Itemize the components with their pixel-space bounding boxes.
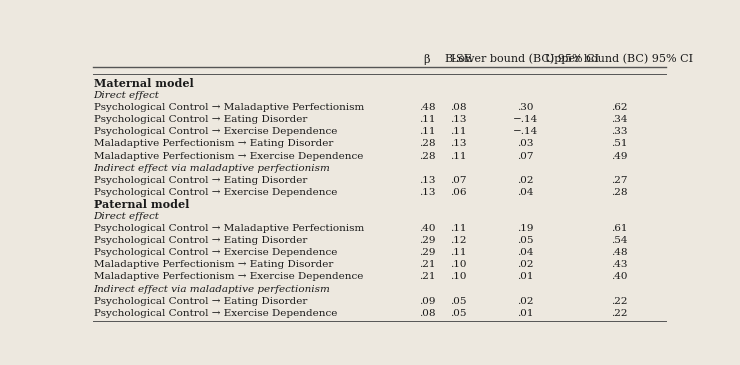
Text: .11: .11 [450, 224, 467, 233]
Text: .08: .08 [450, 103, 467, 112]
Text: .12: .12 [450, 236, 467, 245]
Text: Maladaptive Perfectionism → Exercise Dependence: Maladaptive Perfectionism → Exercise Dep… [94, 151, 363, 161]
Text: .54: .54 [610, 236, 628, 245]
Text: .11: .11 [450, 151, 467, 161]
Text: .28: .28 [610, 188, 628, 197]
Text: .02: .02 [517, 260, 534, 269]
Text: Psychological Control → Exercise Dependence: Psychological Control → Exercise Depende… [94, 248, 337, 257]
Text: Maladaptive Perfectionism → Eating Disorder: Maladaptive Perfectionism → Eating Disor… [94, 260, 333, 269]
Text: .07: .07 [517, 151, 534, 161]
Text: .51: .51 [610, 139, 628, 149]
Text: Maternal model: Maternal model [94, 78, 193, 89]
Text: .28: .28 [419, 151, 435, 161]
Text: Paternal model: Paternal model [94, 199, 189, 210]
Text: Psychological Control → Exercise Dependence: Psychological Control → Exercise Depende… [94, 188, 337, 197]
Text: .21: .21 [419, 260, 435, 269]
Text: .29: .29 [419, 236, 435, 245]
Text: .19: .19 [517, 224, 534, 233]
Text: Direct effect: Direct effect [94, 212, 160, 221]
Text: Psychological Control → Eating Disorder: Psychological Control → Eating Disorder [94, 236, 307, 245]
Text: Lower bound (BC) 95% CI: Lower bound (BC) 95% CI [451, 54, 599, 64]
Text: .28: .28 [419, 139, 435, 149]
Text: .09: .09 [419, 297, 435, 306]
Text: .10: .10 [450, 272, 467, 281]
Text: .05: .05 [517, 236, 534, 245]
Text: Psychological Control → Exercise Dependence: Psychological Control → Exercise Depende… [94, 309, 337, 318]
Text: .13: .13 [419, 176, 435, 185]
Text: −.14: −.14 [513, 115, 538, 124]
Text: .43: .43 [610, 260, 628, 269]
Text: .30: .30 [517, 103, 534, 112]
Text: .01: .01 [517, 309, 534, 318]
Text: .22: .22 [610, 309, 628, 318]
Text: Psychological Control → Maladaptive Perfectionism: Psychological Control → Maladaptive Perf… [94, 103, 364, 112]
Text: .02: .02 [517, 176, 534, 185]
Text: Psychological Control → Eating Disorder: Psychological Control → Eating Disorder [94, 115, 307, 124]
Text: .33: .33 [610, 127, 628, 137]
Text: Indirect effect via maladaptive perfectionism: Indirect effect via maladaptive perfecti… [94, 164, 331, 173]
Text: .01: .01 [517, 272, 534, 281]
Text: Upper bound (BC) 95% CI: Upper bound (BC) 95% CI [545, 54, 693, 64]
Text: .21: .21 [419, 272, 435, 281]
Text: .02: .02 [517, 297, 534, 306]
Text: −.14: −.14 [513, 127, 538, 137]
Text: .04: .04 [517, 248, 534, 257]
Text: Psychological Control → Maladaptive Perfectionism: Psychological Control → Maladaptive Perf… [94, 224, 364, 233]
Text: .48: .48 [610, 248, 628, 257]
Text: .40: .40 [610, 272, 628, 281]
Text: Psychological Control → Eating Disorder: Psychological Control → Eating Disorder [94, 176, 307, 185]
Text: .27: .27 [610, 176, 628, 185]
Text: .34: .34 [610, 115, 628, 124]
Text: .11: .11 [419, 115, 435, 124]
Text: .48: .48 [419, 103, 435, 112]
Text: .49: .49 [610, 151, 628, 161]
Text: .22: .22 [610, 297, 628, 306]
Text: .08: .08 [419, 309, 435, 318]
Text: .29: .29 [419, 248, 435, 257]
Text: β: β [423, 54, 430, 65]
Text: .40: .40 [419, 224, 435, 233]
Text: Psychological Control → Eating Disorder: Psychological Control → Eating Disorder [94, 297, 307, 306]
Text: .07: .07 [450, 176, 467, 185]
Text: Psychological Control → Exercise Dependence: Psychological Control → Exercise Depende… [94, 127, 337, 137]
Text: .13: .13 [419, 188, 435, 197]
Text: B-SE: B-SE [445, 54, 472, 64]
Text: .13: .13 [450, 139, 467, 149]
Text: Direct effect: Direct effect [94, 91, 160, 100]
Text: Indirect effect via maladaptive perfectionism: Indirect effect via maladaptive perfecti… [94, 284, 331, 293]
Text: .62: .62 [610, 103, 628, 112]
Text: .13: .13 [450, 115, 467, 124]
Text: .11: .11 [450, 248, 467, 257]
Text: .05: .05 [450, 309, 467, 318]
Text: .11: .11 [419, 127, 435, 137]
Text: .06: .06 [450, 188, 467, 197]
Text: Maladaptive Perfectionism → Exercise Dependence: Maladaptive Perfectionism → Exercise Dep… [94, 272, 363, 281]
Text: .11: .11 [450, 127, 467, 137]
Text: .03: .03 [517, 139, 534, 149]
Text: .61: .61 [610, 224, 628, 233]
Text: .04: .04 [517, 188, 534, 197]
Text: .10: .10 [450, 260, 467, 269]
Text: .05: .05 [450, 297, 467, 306]
Text: Maladaptive Perfectionism → Eating Disorder: Maladaptive Perfectionism → Eating Disor… [94, 139, 333, 149]
